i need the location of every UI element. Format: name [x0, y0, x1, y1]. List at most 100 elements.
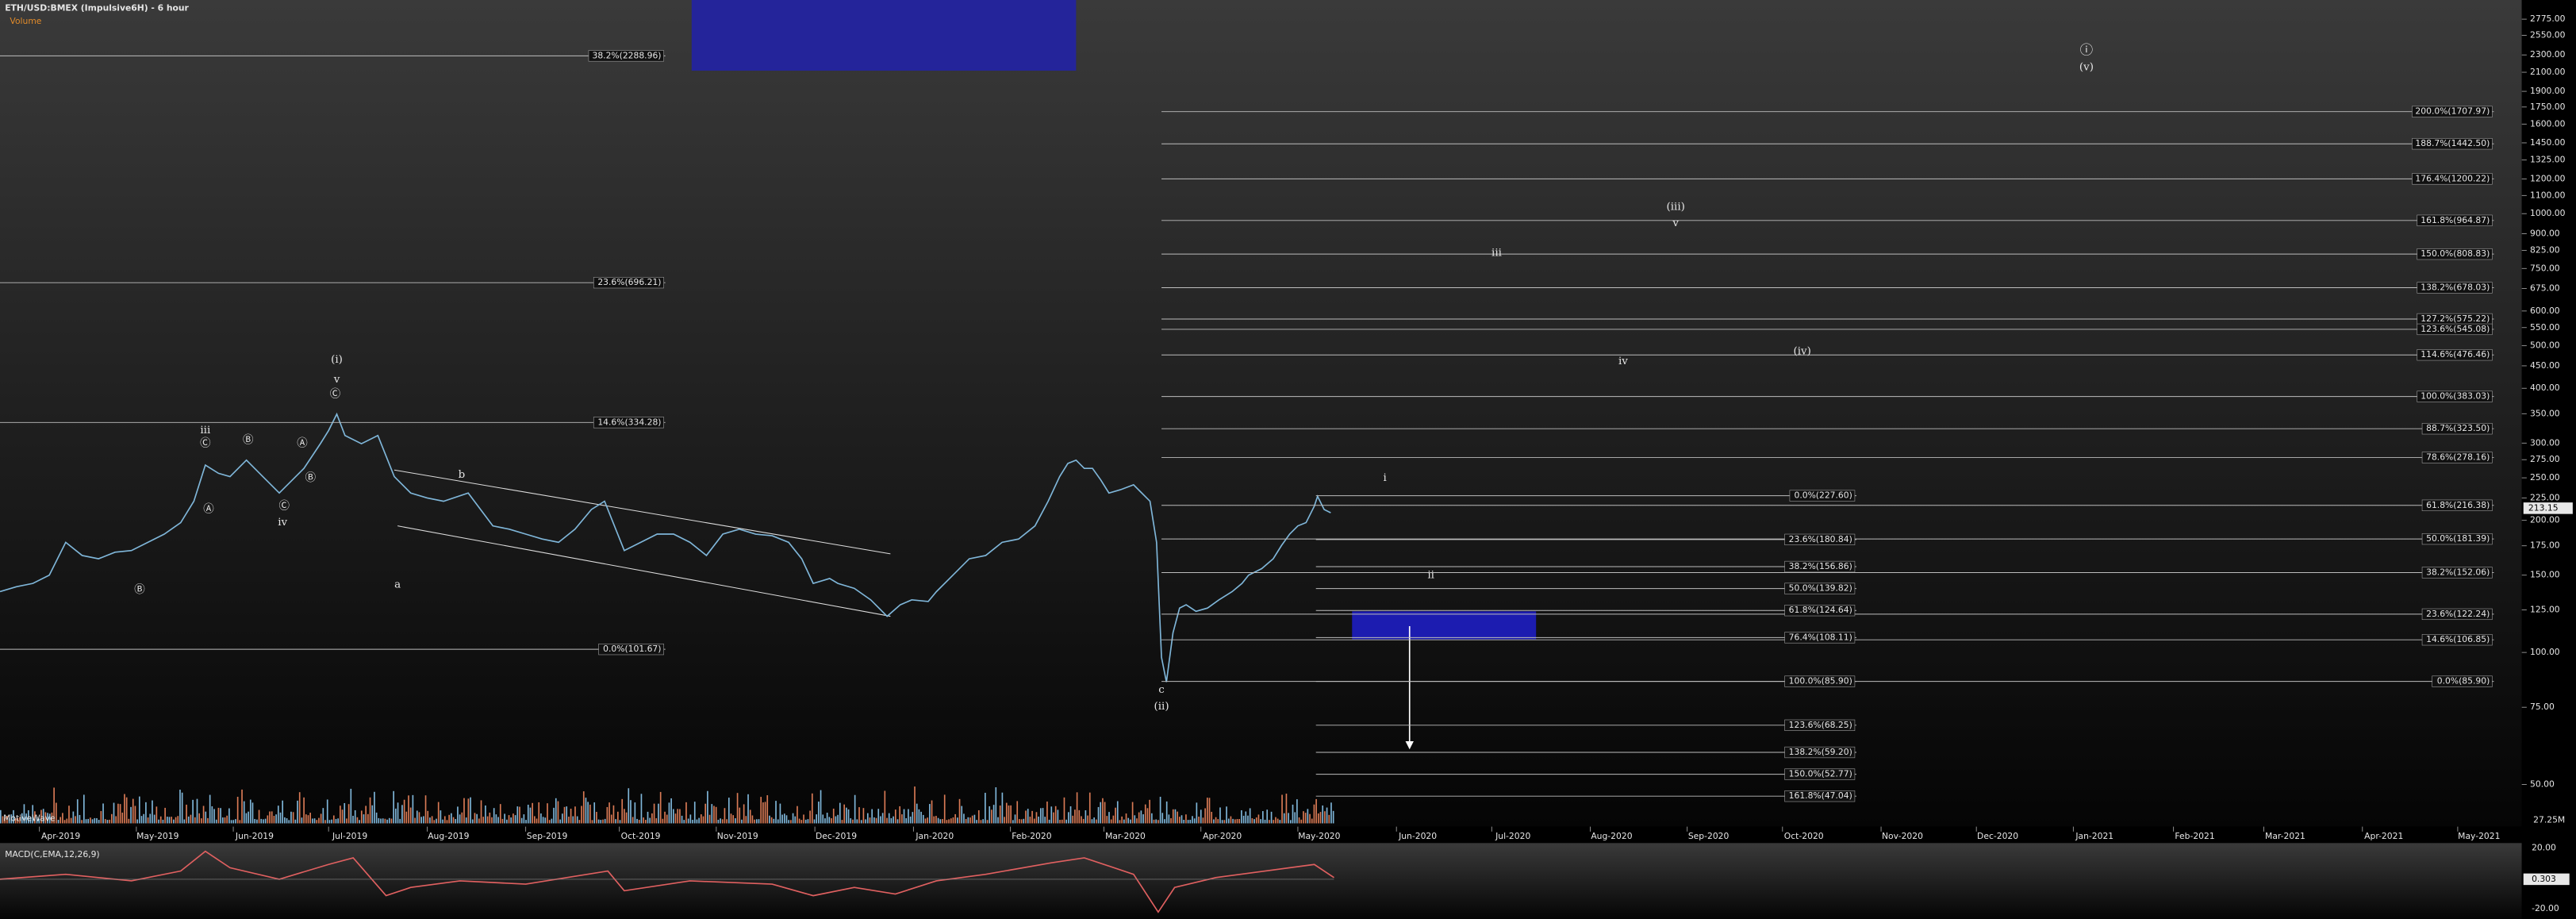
volume-bar — [273, 816, 275, 824]
volume-bar — [72, 811, 75, 824]
volume-bar — [455, 819, 457, 824]
volume-bar — [478, 818, 480, 824]
volume-bar — [94, 817, 96, 824]
volume-bar — [232, 820, 235, 824]
volume-bar — [1076, 792, 1078, 824]
macd-value-badge — [2523, 873, 2570, 886]
price-pane — [0, 0, 2522, 827]
volume-bar — [312, 818, 313, 824]
volume-bar — [644, 820, 647, 824]
fib-label-box — [2421, 452, 2493, 463]
time-axis-band — [0, 826, 2522, 844]
volume-bar — [1123, 819, 1125, 824]
volume-bar — [1178, 817, 1181, 824]
volume-bar — [504, 813, 505, 824]
volume-bar — [677, 809, 679, 824]
volume-bar — [899, 806, 901, 824]
volume-bar — [886, 817, 888, 824]
volume-bar — [958, 798, 961, 824]
volume-bar — [741, 819, 743, 824]
volume-bar — [38, 818, 40, 824]
channel-line — [397, 525, 891, 617]
volume-bar — [873, 817, 875, 824]
volume-bar — [230, 820, 232, 824]
fib-label-box — [1784, 632, 1856, 644]
volume-bar — [258, 809, 260, 824]
volume-bar — [1230, 816, 1232, 824]
volume-bar — [76, 799, 79, 824]
fib-label-box — [1784, 746, 1856, 759]
volume-bar — [322, 808, 324, 824]
volume-bar — [905, 817, 908, 824]
volume-bar — [110, 813, 113, 824]
volume-bar — [852, 819, 854, 824]
volume-bar — [19, 817, 21, 824]
volume-bar — [124, 794, 125, 824]
wave-label: iv — [1618, 356, 1628, 367]
volume-bar — [779, 803, 781, 824]
volume-bar — [27, 809, 29, 824]
volume-bar — [1155, 819, 1157, 824]
y-tick-label: 500.00 — [2530, 340, 2560, 351]
volume-bar — [624, 809, 625, 824]
volume-bar — [1226, 806, 1227, 824]
volume-bar — [1172, 809, 1174, 824]
volume-bar — [196, 798, 198, 824]
fib-label-box — [1784, 675, 1856, 687]
volume-bar — [692, 820, 693, 824]
volume-bar — [1042, 808, 1044, 824]
volume-bar — [884, 790, 886, 824]
fib-label-box — [588, 50, 664, 62]
x-tick-label: Sep-2019 — [527, 831, 568, 841]
x-tick-label: Oct-2019 — [621, 831, 661, 841]
volume-bar — [1298, 817, 1300, 824]
volume-bar — [1149, 799, 1150, 824]
volume-bar — [681, 815, 683, 824]
volume-bar — [636, 818, 638, 824]
volume-bar — [1012, 820, 1014, 824]
volume-bar — [1078, 809, 1081, 824]
volume-bar — [696, 819, 698, 824]
volume-bar — [375, 812, 378, 824]
volume-bar — [267, 815, 269, 824]
volume-bar — [4, 817, 6, 824]
y-tick-label: 75.00 — [2530, 702, 2555, 712]
fib-label: 61.8%(124.64) — [1789, 605, 1852, 615]
volume-bar — [582, 791, 585, 824]
volume-bar — [781, 814, 783, 824]
volume-bar — [448, 814, 450, 824]
volume-bar — [497, 817, 499, 824]
volume-bar — [600, 820, 602, 824]
volume-bar — [948, 819, 950, 824]
volume-bar — [213, 809, 215, 824]
volume-bar — [534, 816, 536, 824]
volume-bar — [1174, 809, 1177, 824]
y-tick-label: 600.00 — [2530, 306, 2560, 316]
volume-bar — [424, 795, 427, 824]
volume-bar — [519, 806, 520, 824]
fib-label-box — [1784, 605, 1856, 617]
volume-bar — [1159, 796, 1161, 824]
volume-bar — [271, 811, 273, 824]
volume-bar — [21, 813, 23, 824]
volume-bar — [17, 817, 19, 824]
volume-bar — [451, 813, 452, 824]
volume-bar — [912, 812, 914, 824]
volume-bar — [136, 819, 138, 824]
volume-bar — [869, 817, 871, 824]
volume-bar — [839, 802, 841, 824]
y-tick-label: 550.00 — [2530, 322, 2560, 333]
volume-bar — [205, 811, 207, 824]
volume-bar — [619, 820, 621, 824]
volume-bar — [1125, 813, 1127, 824]
volume-bar — [367, 813, 369, 824]
volume-bar — [568, 817, 570, 824]
volume-bar — [470, 797, 471, 824]
fib-label-box — [2417, 349, 2493, 361]
volume-bar — [228, 808, 230, 824]
volume-bar — [1144, 804, 1146, 824]
volume-bar — [935, 816, 937, 824]
fib-label: 150.0%(52.77) — [1789, 769, 1852, 779]
volume-bar — [724, 808, 726, 824]
volume-bar — [807, 819, 809, 824]
